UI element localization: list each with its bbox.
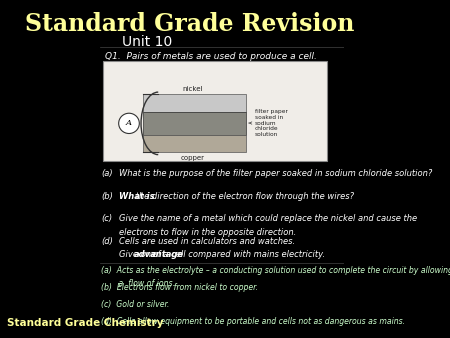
Text: Unit 10: Unit 10 — [122, 35, 172, 49]
Text: Give the name of a metal which could replace the nickel and cause the: Give the name of a metal which could rep… — [119, 214, 417, 223]
Text: of a cell compared with mains electricity.: of a cell compared with mains electricit… — [150, 250, 325, 260]
Text: Q1.  Pairs of metals are used to produce a cell.: Q1. Pairs of metals are used to produce … — [105, 52, 317, 62]
Text: copper: copper — [180, 155, 205, 162]
Text: (a): (a) — [102, 169, 113, 178]
Text: advantage: advantage — [134, 250, 184, 260]
Text: (b)  Electrons flow from nickel to copper.: (b) Electrons flow from nickel to copper… — [102, 283, 258, 292]
Bar — [143, 135, 246, 152]
Text: (c)  Gold or silver.: (c) Gold or silver. — [102, 300, 170, 309]
Text: (d)  Cells allow equipment to be portable and cells not as dangerous as mains.: (d) Cells allow equipment to be portable… — [102, 317, 405, 326]
Text: (b): (b) — [102, 192, 113, 201]
Text: Cells are used in calculators and watches.: Cells are used in calculators and watche… — [119, 237, 295, 246]
Text: (c): (c) — [102, 214, 112, 223]
Text: filter paper
soaked in
sodium
chloride
solution: filter paper soaked in sodium chloride s… — [249, 109, 288, 137]
Text: a  flow of ions.: a flow of ions. — [102, 279, 176, 288]
Bar — [143, 94, 246, 112]
Text: nickel: nickel — [182, 86, 203, 92]
Text: Give one: Give one — [119, 250, 158, 260]
FancyBboxPatch shape — [103, 61, 327, 161]
Text: What is: What is — [119, 192, 154, 201]
Text: Standard Grade Chemistry: Standard Grade Chemistry — [7, 318, 163, 328]
Text: the direction of the electron flow through the wires?: the direction of the electron flow throu… — [134, 192, 355, 201]
Text: What is the purpose of the filter paper soaked in sodium chloride solution?: What is the purpose of the filter paper … — [119, 169, 432, 178]
Text: (a)  Acts as the electrolyte – a conducting solution used to complete the circui: (a) Acts as the electrolyte – a conducti… — [102, 266, 450, 275]
Text: electrons to flow in the opposite direction.: electrons to flow in the opposite direct… — [119, 228, 296, 237]
Text: A: A — [126, 119, 132, 127]
Bar — [143, 112, 246, 135]
Text: (d): (d) — [102, 237, 113, 246]
Text: Standard Grade Revision: Standard Grade Revision — [24, 12, 354, 36]
Circle shape — [119, 113, 140, 134]
